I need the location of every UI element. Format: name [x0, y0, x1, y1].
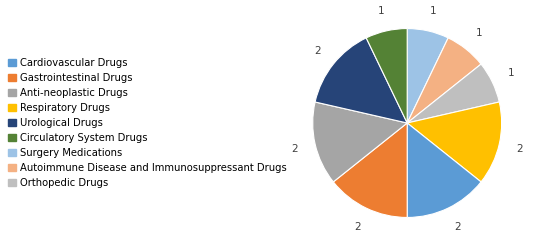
Text: 1: 1: [476, 28, 483, 38]
Wedge shape: [407, 29, 448, 123]
Text: 2: 2: [291, 144, 298, 154]
Text: 1: 1: [378, 6, 385, 16]
Wedge shape: [407, 102, 502, 182]
Wedge shape: [407, 123, 481, 217]
Wedge shape: [407, 64, 499, 123]
Wedge shape: [366, 29, 407, 123]
Wedge shape: [315, 38, 407, 123]
Wedge shape: [407, 38, 481, 123]
Text: 2: 2: [516, 144, 523, 154]
Text: 2: 2: [314, 46, 320, 56]
Wedge shape: [312, 102, 407, 182]
Text: 2: 2: [354, 222, 361, 232]
Wedge shape: [334, 123, 407, 217]
Text: 1: 1: [507, 68, 514, 78]
Text: 2: 2: [454, 222, 460, 232]
Legend: Cardiovascular Drugs, Gastrointestinal Drugs, Anti-neoplastic Drugs, Respiratory: Cardiovascular Drugs, Gastrointestinal D…: [5, 55, 290, 191]
Text: 1: 1: [429, 6, 436, 16]
